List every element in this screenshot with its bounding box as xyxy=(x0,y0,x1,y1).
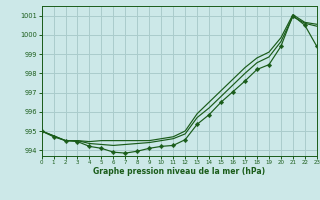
X-axis label: Graphe pression niveau de la mer (hPa): Graphe pression niveau de la mer (hPa) xyxy=(93,167,265,176)
